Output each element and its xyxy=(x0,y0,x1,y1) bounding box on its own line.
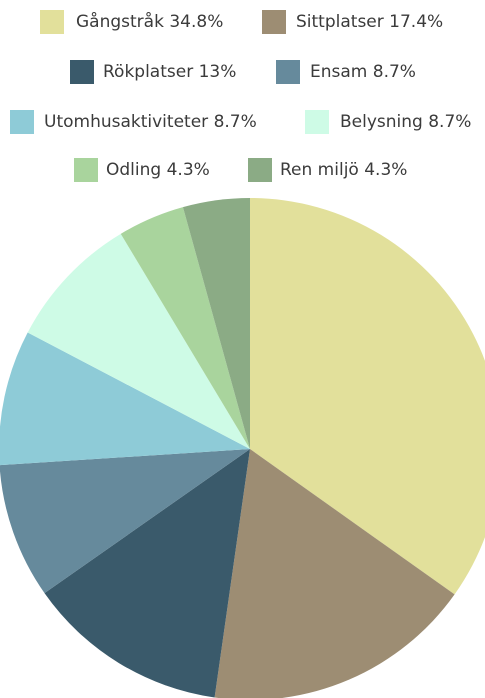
legend-name: Rökplatser xyxy=(103,62,193,82)
pie-slice xyxy=(27,233,250,449)
legend-value: 8.7% xyxy=(428,112,471,132)
legend-value: 34.8% xyxy=(169,12,223,32)
legend-name: Odling xyxy=(106,160,161,180)
legend-value: 8.7% xyxy=(214,112,257,132)
legend-label: Belysning 8.7% xyxy=(340,112,471,132)
legend-label: Odling 4.3% xyxy=(106,160,210,180)
legend-swatch xyxy=(40,10,64,34)
legend-swatch xyxy=(305,110,329,134)
legend-swatch xyxy=(248,158,272,182)
pie-slice xyxy=(250,198,485,595)
legend-name: Gångstråk xyxy=(76,11,164,32)
legend-swatch xyxy=(262,10,286,34)
legend-value: 4.3% xyxy=(167,160,210,180)
pie-slice xyxy=(44,449,250,698)
pie-slice xyxy=(0,332,250,466)
legend-value: 13% xyxy=(199,62,237,82)
pie-slice xyxy=(214,449,455,698)
pie-slice xyxy=(120,207,250,449)
legend-name: Belysning xyxy=(340,112,423,132)
legend-label: Sittplatser 17.4% xyxy=(296,12,443,32)
legend-swatch xyxy=(70,60,94,84)
legend-name: Utomhusaktiviteter xyxy=(44,112,208,132)
legend-label: Ren miljö 4.3% xyxy=(280,160,407,180)
legend-swatch xyxy=(276,60,300,84)
legend-label: Rökplatser 13% xyxy=(103,62,236,82)
legend-value: 17.4% xyxy=(389,12,443,32)
legend-swatch xyxy=(74,158,98,182)
legend-swatch xyxy=(10,110,34,134)
legend-name: Ren miljö xyxy=(280,160,359,180)
pie-slice xyxy=(182,198,250,449)
legend-label: Gångstråk 34.8% xyxy=(76,11,223,32)
legend-value: 4.3% xyxy=(364,160,407,180)
pie-slice xyxy=(0,449,250,594)
legend-name: Ensam xyxy=(310,62,367,82)
legend-name: Sittplatser xyxy=(296,12,384,32)
legend-value: 8.7% xyxy=(373,62,416,82)
legend-label: Utomhusaktiviteter 8.7% xyxy=(44,112,257,132)
legend-label: Ensam 8.7% xyxy=(310,62,416,82)
